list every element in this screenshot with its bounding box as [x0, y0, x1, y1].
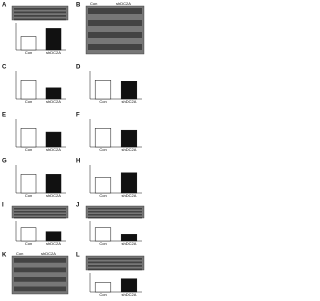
bar [120, 129, 138, 148]
band [14, 208, 66, 210]
bar [94, 128, 112, 148]
band [88, 211, 142, 213]
bar [94, 282, 112, 293]
lane-label: shDC2A [116, 1, 131, 6]
category-label: shDC2A [122, 147, 137, 152]
category-label: shDC2A [46, 147, 61, 152]
band [88, 208, 142, 210]
bar [45, 174, 62, 194]
band [14, 18, 66, 21]
band [88, 217, 142, 219]
panel-letter: E [2, 113, 6, 119]
bar [45, 231, 62, 242]
bar [45, 131, 62, 148]
category-label: Con [99, 147, 106, 152]
band [14, 286, 66, 292]
band [88, 265, 142, 267]
category-label: shDC2A [46, 193, 61, 198]
band [14, 217, 66, 219]
category-label: shDC2A [122, 292, 137, 297]
panel-letter: B [76, 3, 81, 9]
band [14, 11, 66, 14]
category-label: Con [25, 193, 32, 198]
category-label: shDC2A [46, 50, 61, 55]
lane-label: Con [16, 251, 23, 256]
band [88, 32, 142, 38]
band [14, 258, 66, 263]
band [14, 8, 66, 10]
band [88, 8, 142, 14]
panel-letter: G [2, 159, 7, 165]
panel-letter: K [2, 253, 7, 259]
band [14, 15, 66, 17]
bar [120, 278, 138, 293]
band [88, 268, 142, 271]
category-label: shDC2A [122, 241, 137, 246]
panel-letter: C [2, 65, 7, 71]
category-label: Con [25, 241, 32, 246]
lane-label: Con [90, 1, 97, 6]
category-label: shDC2A [46, 99, 61, 104]
bar [45, 28, 62, 51]
bar [20, 128, 37, 148]
bar [45, 87, 62, 100]
band [88, 261, 142, 264]
bar [120, 81, 138, 100]
bar [20, 227, 37, 242]
panel-letter: F [76, 113, 80, 119]
bar [94, 80, 112, 100]
category-label: Con [25, 99, 32, 104]
bar [120, 172, 138, 194]
category-label: Con [99, 292, 106, 297]
category-label: shDC2A [46, 241, 61, 246]
band [88, 214, 142, 216]
band [88, 20, 142, 26]
panel-letter: D [76, 65, 81, 71]
category-label: Con [25, 50, 32, 55]
panel-letter: L [76, 253, 80, 259]
bar [20, 36, 37, 51]
category-label: shDC2A [122, 99, 137, 104]
bar [120, 234, 138, 242]
band [14, 277, 66, 282]
bar [94, 177, 112, 194]
band [14, 267, 66, 273]
category-label: shDC2A [122, 193, 137, 198]
lane-label: shDC2A [41, 251, 56, 256]
panel-letter: H [76, 159, 80, 165]
category-label: Con [99, 241, 106, 246]
panel-letter: J [76, 203, 79, 209]
bar [94, 227, 112, 242]
bar [20, 174, 37, 194]
panel-letter: I [2, 203, 4, 209]
category-label: Con [99, 99, 106, 104]
category-label: Con [25, 147, 32, 152]
band [88, 258, 142, 260]
band [14, 214, 66, 216]
band [14, 211, 66, 213]
category-label: Con [99, 193, 106, 198]
figure: A Con shDC2A B Con shDC2A C Con shDC2A D Con shDC2A… [2, 1, 145, 297]
panel-letter: A [2, 3, 7, 9]
band [88, 44, 142, 50]
bar [20, 80, 37, 100]
